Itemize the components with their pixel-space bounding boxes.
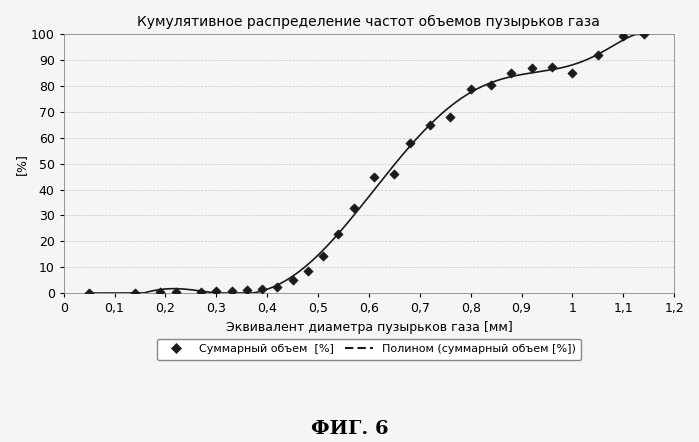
Point xyxy=(257,286,268,293)
Point xyxy=(638,31,649,38)
Point xyxy=(526,65,538,72)
Legend: Суммарный объем  [%], Полином (суммарный объем [%]): Суммарный объем [%], Полином (суммарный … xyxy=(157,339,581,360)
Point xyxy=(592,52,603,59)
Point xyxy=(226,287,237,294)
Point xyxy=(424,122,435,129)
Point xyxy=(404,140,415,147)
Point xyxy=(210,288,222,295)
Point xyxy=(485,81,496,88)
Point xyxy=(547,63,558,70)
Point xyxy=(618,32,629,39)
Point xyxy=(506,70,517,77)
Point xyxy=(445,114,456,121)
Point xyxy=(368,173,380,180)
Point xyxy=(317,252,329,259)
Point xyxy=(302,267,313,274)
Point xyxy=(154,289,166,296)
Y-axis label: [%]: [%] xyxy=(15,153,28,175)
X-axis label: Эквивалент диаметра пузырьков газа [мм]: Эквивалент диаметра пузырьков газа [мм] xyxy=(226,320,512,334)
Point xyxy=(196,288,207,295)
Point xyxy=(333,230,344,237)
Point xyxy=(567,70,578,77)
Point xyxy=(287,277,298,284)
Point xyxy=(272,283,283,290)
Point xyxy=(389,171,400,178)
Text: ФИГ. 6: ФИГ. 6 xyxy=(310,419,389,438)
Point xyxy=(465,85,476,92)
Point xyxy=(170,289,181,296)
Point xyxy=(83,289,94,296)
Point xyxy=(241,286,252,293)
Point xyxy=(348,204,359,211)
Title: Кумулятивное распределение частот объемов пузырьков газа: Кумулятивное распределение частот объемо… xyxy=(138,15,600,29)
Point xyxy=(129,289,140,296)
